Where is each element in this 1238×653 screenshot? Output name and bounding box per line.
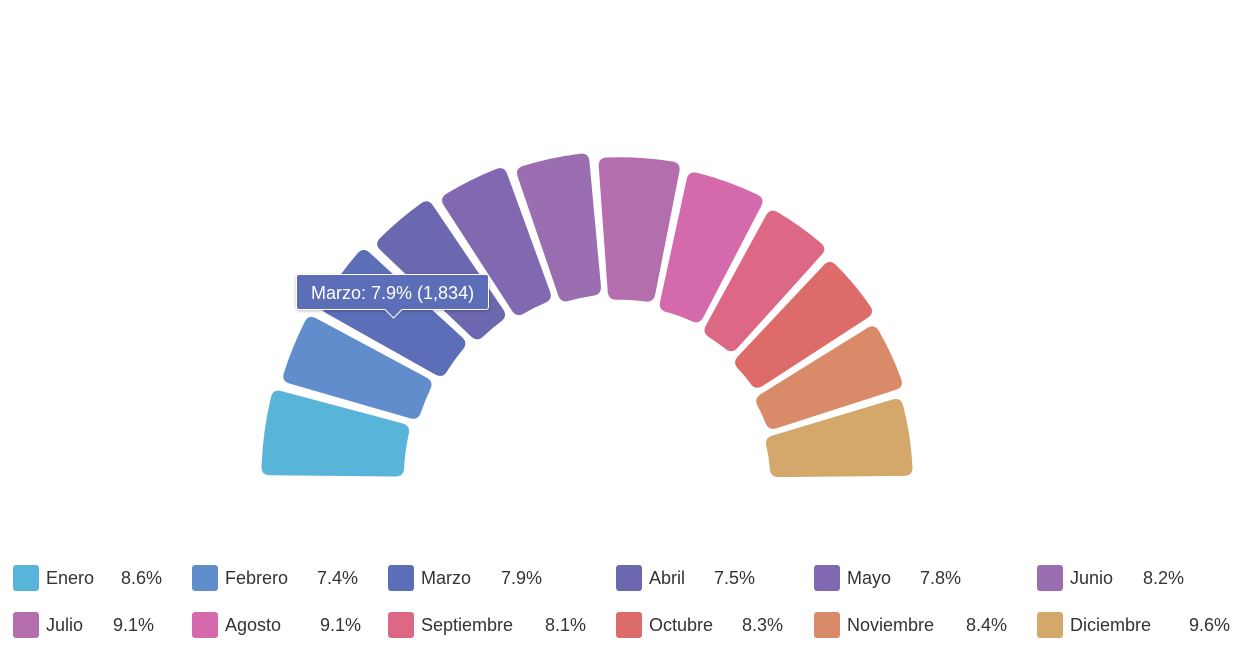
slice-diciembre[interactable] bbox=[763, 396, 915, 480]
legend-value: 8.4% bbox=[966, 615, 1008, 635]
slice-octubre[interactable] bbox=[732, 259, 875, 391]
legend-label: Junio bbox=[1070, 568, 1114, 588]
legend-swatch bbox=[616, 565, 642, 591]
tooltip: Marzo: 7.9% (1,834) bbox=[296, 274, 490, 319]
tooltip-text: Marzo: 7.9% (1,834) bbox=[311, 283, 475, 303]
legend-swatch bbox=[1037, 565, 1063, 591]
legend-value: 8.6% bbox=[121, 568, 163, 588]
legend-label: Noviembre bbox=[847, 615, 935, 635]
slice-febrero[interactable] bbox=[280, 314, 435, 422]
legend: Enero 8.6% Febrero 7.4% Marzo 7.9% Abril 7.5% Ma… bbox=[0, 560, 1238, 650]
legend-value: 7.8% bbox=[920, 568, 962, 588]
semicircle-donut-chart bbox=[259, 151, 915, 480]
legend-swatch bbox=[388, 612, 414, 638]
legend-swatch bbox=[388, 565, 414, 591]
legend-value: 7.5% bbox=[714, 568, 756, 588]
legend-label: Septiembre bbox=[421, 615, 514, 635]
legend-swatch bbox=[13, 612, 39, 638]
legend-value: 9.1% bbox=[320, 615, 362, 635]
legend-label: Enero bbox=[46, 568, 95, 588]
legend-label: Abril bbox=[649, 568, 686, 588]
legend-swatch bbox=[192, 612, 218, 638]
legend-label: Mayo bbox=[847, 568, 892, 588]
legend-swatch bbox=[814, 612, 840, 638]
legend-value: 8.3% bbox=[742, 615, 784, 635]
legend-swatch bbox=[814, 565, 840, 591]
legend-swatch bbox=[616, 612, 642, 638]
legend-value: 8.1% bbox=[545, 615, 587, 635]
legend-value: 9.1% bbox=[113, 615, 155, 635]
slice-septiembre[interactable] bbox=[701, 208, 827, 354]
legend-label: Febrero bbox=[225, 568, 289, 588]
legend-swatch bbox=[192, 565, 218, 591]
legend-value: 7.4% bbox=[317, 568, 359, 588]
legend-label: Diciembre bbox=[1070, 615, 1152, 635]
legend-value: 9.6% bbox=[1189, 615, 1231, 635]
legend-swatch bbox=[1037, 612, 1063, 638]
slice-mayo[interactable] bbox=[439, 165, 554, 318]
legend-label: Marzo bbox=[421, 568, 472, 588]
legend-label: Julio bbox=[46, 615, 84, 635]
slice-junio[interactable] bbox=[514, 151, 604, 304]
legend-value: 7.9% bbox=[501, 568, 543, 588]
legend-label: Agosto bbox=[225, 615, 282, 635]
legend-value: 8.2% bbox=[1143, 568, 1185, 588]
slice-noviembre[interactable] bbox=[753, 323, 905, 432]
legend-label: Octubre bbox=[649, 615, 714, 635]
slice-enero[interactable] bbox=[259, 388, 412, 480]
slice-julio[interactable] bbox=[596, 154, 683, 305]
slice-agosto[interactable] bbox=[657, 169, 766, 325]
legend-swatch bbox=[13, 565, 39, 591]
chart-area bbox=[259, 151, 915, 480]
